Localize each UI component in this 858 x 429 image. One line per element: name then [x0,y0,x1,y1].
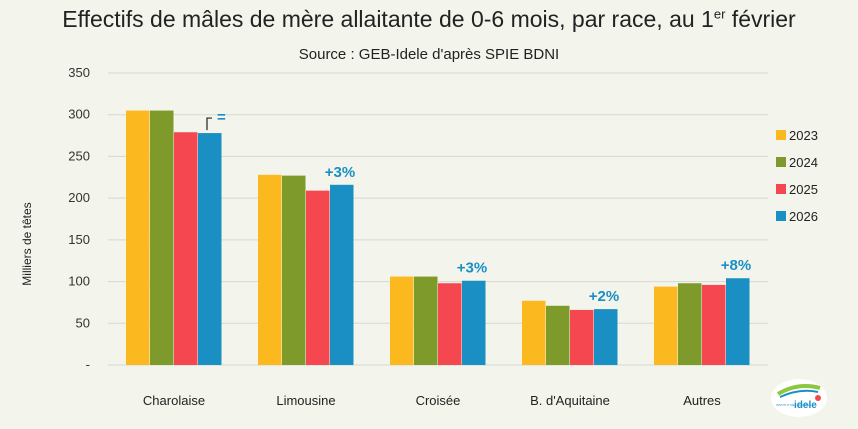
legend-swatch [776,157,786,167]
legend-swatch [776,130,786,140]
y-tick-label: 250 [68,148,90,163]
bar [462,280,486,365]
annotation-bracket [206,117,212,131]
y-tick-label: 350 [68,65,90,80]
y-axis-label: Milliers de têtes [20,202,34,285]
legend-swatch [776,211,786,221]
bar [438,283,462,365]
bar [726,278,750,365]
bar [546,305,570,365]
bar [390,276,414,365]
bar [654,286,678,365]
annotation-label: = [217,109,226,126]
bars [126,110,750,366]
chart-title: Effectifs de mâles de mère allaitante de… [62,6,796,32]
chart-subtitle: Source : GEB-Idele d'après SPIE BDNI [298,46,560,63]
bar [126,110,150,366]
logo-text: idele [794,400,817,411]
legend-label: 2026 [789,209,818,224]
legend-swatch [776,184,786,194]
y-tick-label: 100 [68,274,90,289]
x-tick-label: Autres [683,393,721,408]
bar [282,175,306,365]
y-tick-label: - [86,357,90,372]
legend-label: 2024 [789,155,818,170]
y-tick-label: 150 [68,232,90,247]
legend-label: 2025 [789,182,818,197]
bar [702,284,726,365]
x-tick-label: B. d'Aquitaine [530,393,610,408]
y-tick-label: 300 [68,107,90,122]
x-tick-label: Limousine [276,393,335,408]
annotation-label: +8% [721,257,751,274]
bar [198,133,222,365]
legend: 2023 2024 2025 2026 [776,128,818,224]
bar [414,276,438,365]
idele-logo: INSTITUT DE L'ÉLEVAGE idele [771,379,827,417]
bar [570,309,594,365]
legend-label: 2023 [789,128,818,143]
annotation-label: +3% [325,164,355,181]
bar [258,174,282,365]
y-tick-label: 200 [68,190,90,205]
annotation-label: +2% [589,288,619,305]
bar [522,300,546,365]
y-tick-label: 50 [76,315,90,330]
annotation-label: +3% [457,260,487,277]
y-ticks: - 50 100 150 200 250 300 350 [68,65,90,372]
annotations: = +3% +3% +2% +8% [206,109,751,305]
bar [330,184,354,365]
x-ticks: Charolaise Limousine Croisée B. d'Aquitaine… [143,393,721,408]
x-tick-label: Croisée [416,393,461,408]
bar [594,309,618,365]
bar [678,283,702,365]
bar [174,132,198,365]
bar [150,110,174,366]
logo-small-text: INSTITUT DE L'ÉLEVAGE [776,402,811,407]
x-tick-label: Charolaise [143,393,205,408]
bar [306,190,330,365]
